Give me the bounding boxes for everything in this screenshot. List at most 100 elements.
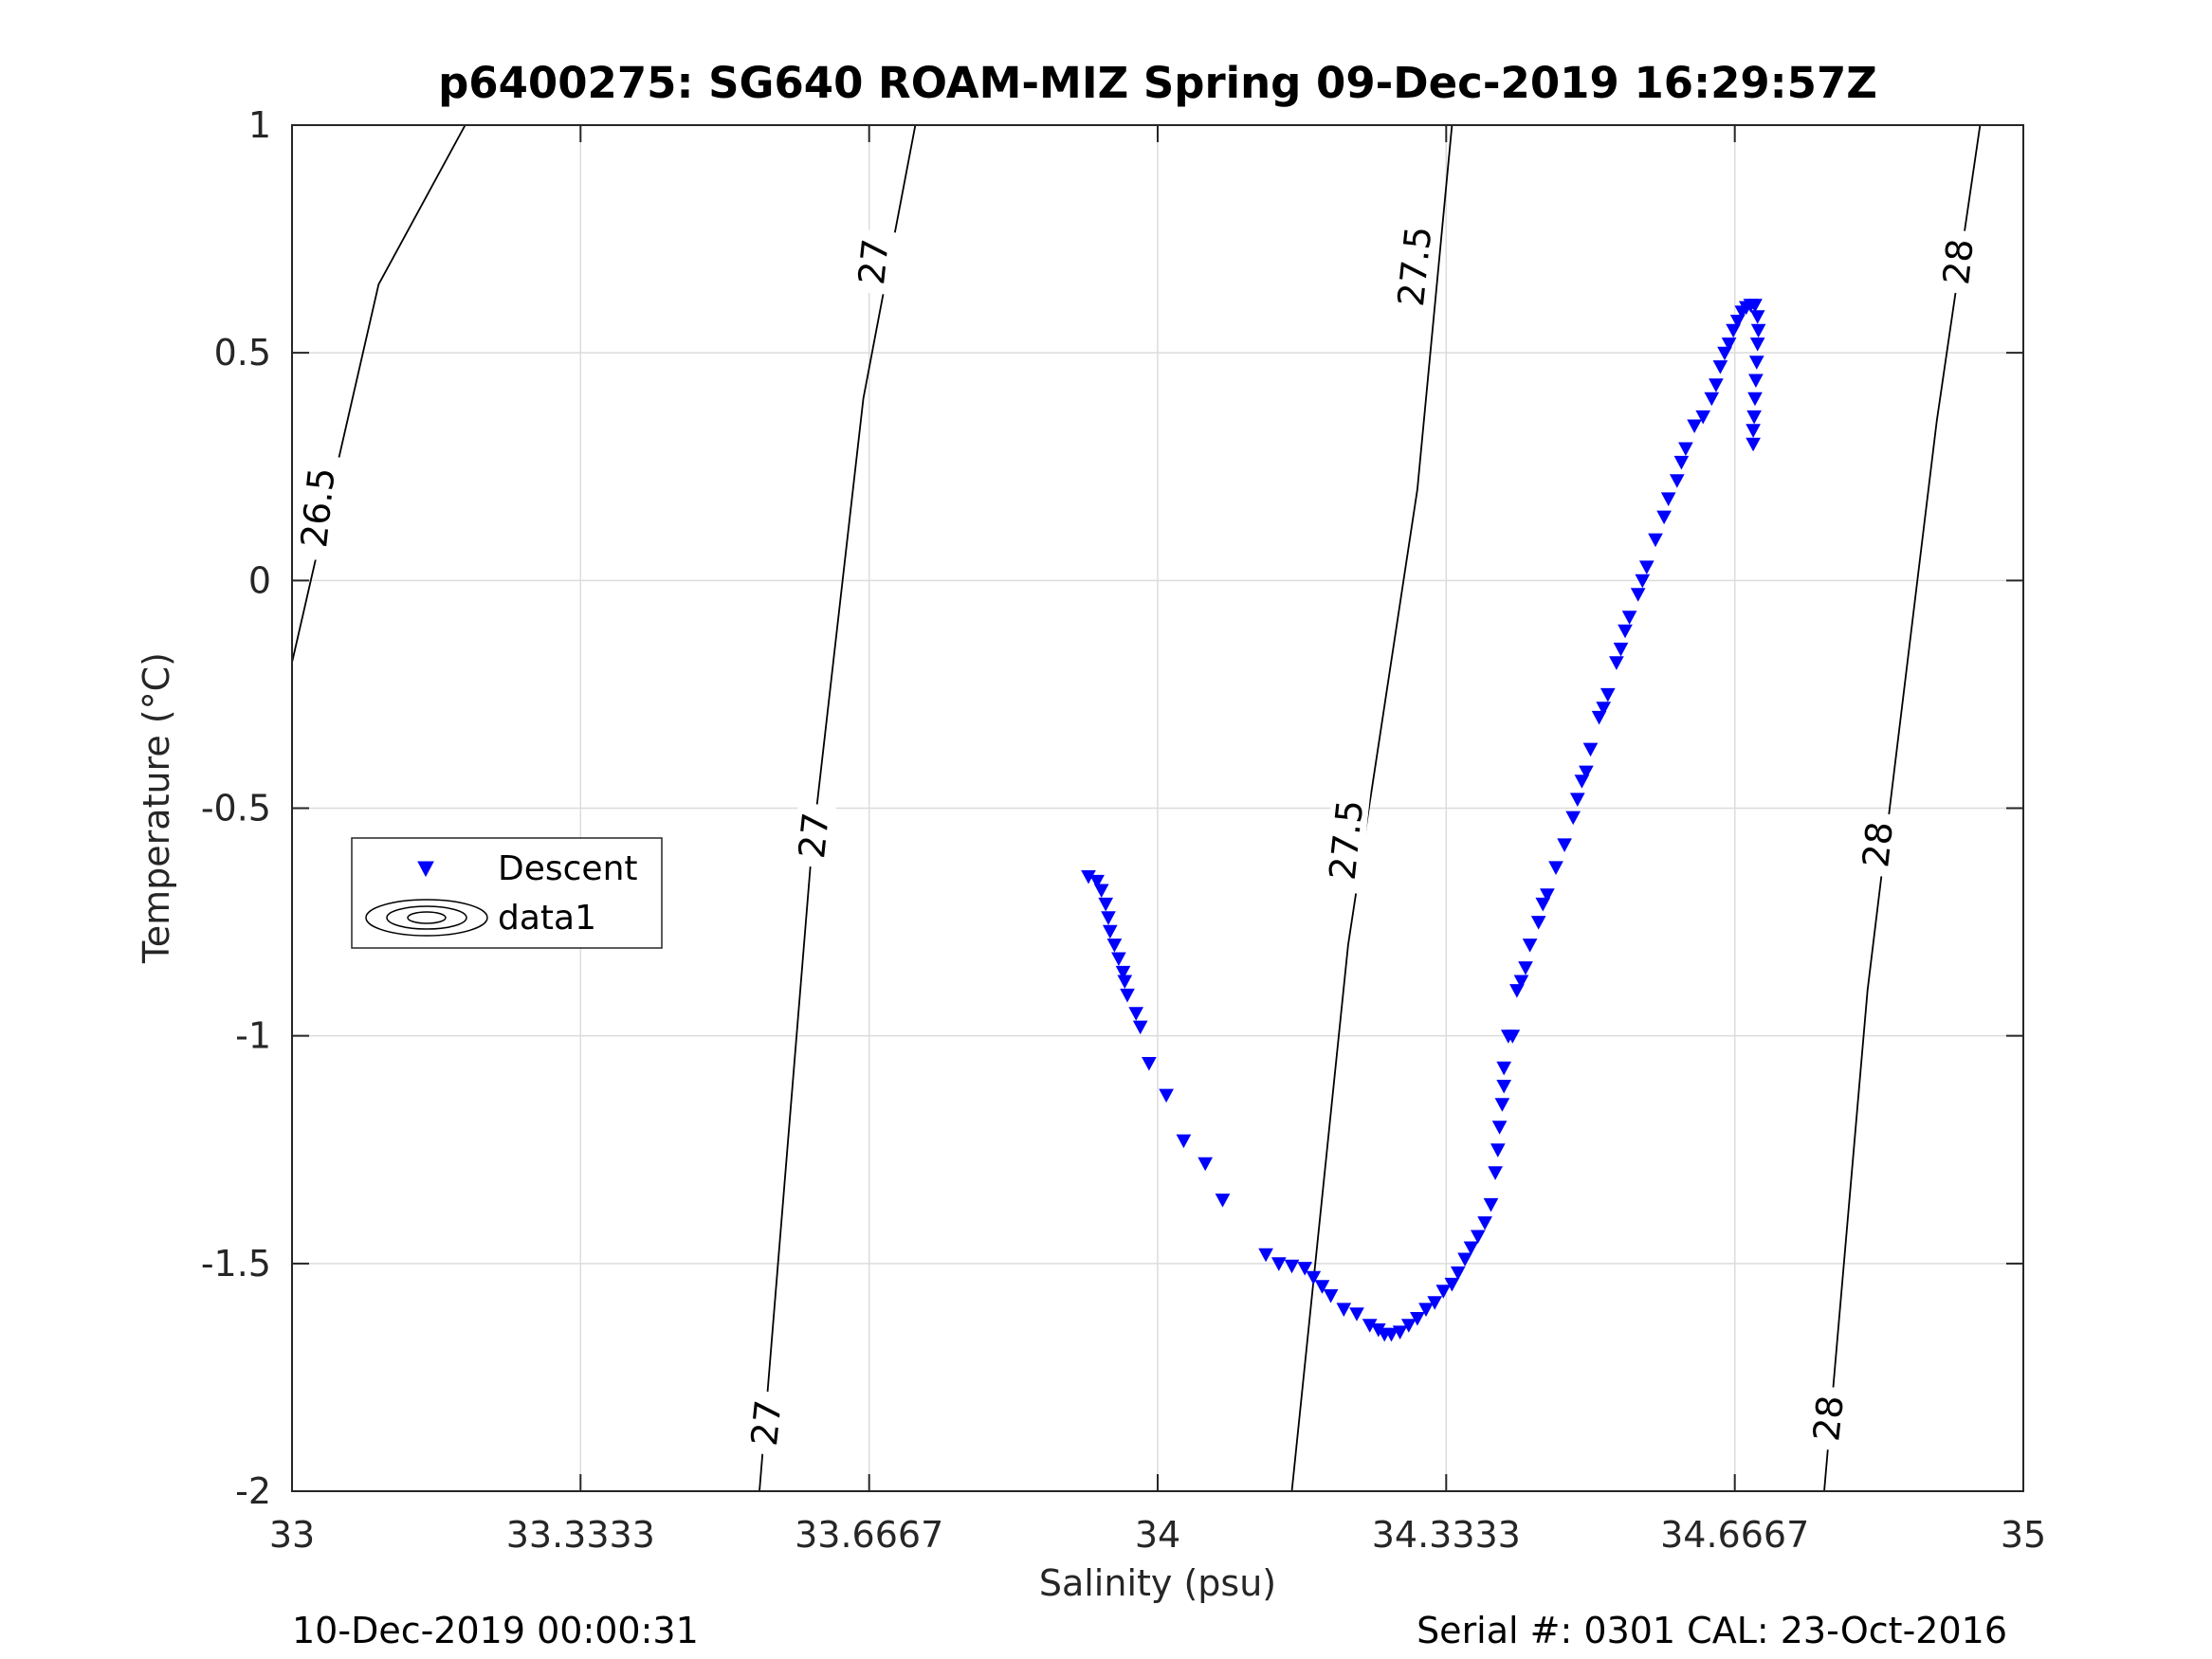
x-tick-label: 34.3333 xyxy=(1372,1514,1521,1556)
legend-data1-label: data1 xyxy=(498,899,596,938)
contour-label-text: 26.5 xyxy=(293,465,343,550)
descent-point xyxy=(1746,410,1762,425)
descent-point xyxy=(1748,374,1764,389)
y-tick-label: -1 xyxy=(235,1015,271,1057)
descent-point xyxy=(1678,442,1693,457)
contour-label-27: 27 xyxy=(791,802,837,869)
descent-point xyxy=(1450,1266,1466,1281)
footer-timestamp: 10-Dec-2019 00:00:31 xyxy=(292,1610,699,1651)
contour-label-text: 27 xyxy=(850,237,897,287)
y-tick-labels: -2 -1.5 -1 -0.5 0 0.5 1 xyxy=(201,104,271,1512)
descent-point xyxy=(1717,346,1732,361)
contour-label-text: 27.5 xyxy=(1322,798,1372,883)
descent-point xyxy=(1383,1327,1399,1342)
descent-point xyxy=(1709,378,1724,392)
y-tick-label: -2 xyxy=(235,1470,271,1512)
descent-point xyxy=(1579,765,1594,780)
descent-point xyxy=(1749,310,1765,324)
legend-contour-icon xyxy=(365,899,488,937)
contour-label-28: 28 xyxy=(1935,228,1982,296)
descent-point xyxy=(1513,975,1529,990)
contour-label-27: 27 xyxy=(850,228,897,296)
descent-point xyxy=(1142,1057,1157,1071)
contour-label-28: 28 xyxy=(1805,1385,1852,1452)
descent-point xyxy=(1115,965,1131,980)
descent-point xyxy=(1488,1166,1503,1180)
descent-point xyxy=(1258,1248,1273,1263)
descent-point xyxy=(1618,624,1633,639)
descent-point xyxy=(1548,861,1563,875)
descent-point xyxy=(1427,1296,1443,1310)
axis-ticks xyxy=(291,124,2024,1492)
descent-point xyxy=(1505,1030,1521,1044)
descent-point xyxy=(1726,323,1741,338)
contour-label-text: 27 xyxy=(743,1398,790,1449)
descent-point xyxy=(1410,1312,1425,1326)
descent-point xyxy=(1630,588,1646,602)
descent-point xyxy=(1687,419,1702,434)
contour-label-text: 28 xyxy=(1855,820,1901,870)
y-tick-label: 1 xyxy=(248,104,271,146)
descent-point xyxy=(1496,1080,1512,1094)
descent-point xyxy=(1522,939,1538,953)
descent-point xyxy=(1093,884,1109,899)
descent-point xyxy=(1271,1257,1287,1271)
descent-point xyxy=(1660,492,1676,506)
descent-point xyxy=(1297,1262,1313,1276)
contour-label-27.5: 27.5 xyxy=(1322,786,1372,894)
x-tick-label: 33 xyxy=(269,1514,315,1556)
descent-point xyxy=(1669,474,1685,488)
descent-point xyxy=(1457,1252,1472,1267)
descent-point xyxy=(1323,1289,1339,1304)
descent-point xyxy=(1750,323,1766,338)
descent-point xyxy=(1483,1197,1499,1212)
descent-point xyxy=(1596,702,1612,716)
descent-point xyxy=(1565,811,1581,826)
contour-label-text: 28 xyxy=(1805,1394,1852,1444)
descent-point xyxy=(1120,988,1135,1003)
contour-label-text: 27 xyxy=(791,811,837,861)
legend: Descent data1 xyxy=(351,837,663,949)
descent-point xyxy=(1089,874,1105,889)
contour-label-26.5: 26.5 xyxy=(293,453,343,562)
descent-point xyxy=(1704,392,1720,407)
descent-point xyxy=(1540,888,1555,902)
chart-title: p6400275: SG640 ROAM-MIZ Spring 09-Dec-2… xyxy=(438,58,1877,108)
x-tick-label: 34 xyxy=(1135,1514,1180,1556)
legend-descent-marker xyxy=(417,861,434,878)
x-tick-label: 34.6667 xyxy=(1660,1514,1809,1556)
contour-label-text: 27.5 xyxy=(1390,225,1440,309)
descent-point xyxy=(1314,1280,1330,1294)
descent-point xyxy=(1673,455,1690,470)
legend-descent-label: Descent xyxy=(498,849,638,888)
descent-point xyxy=(1695,410,1711,425)
descent-point xyxy=(1638,560,1654,574)
descent-point xyxy=(1102,924,1118,939)
descent-point xyxy=(1132,1020,1148,1035)
contour-label-28: 28 xyxy=(1855,811,1901,878)
density-contours: 26.5 27 27 27 27.5 27.5 28 28 28 xyxy=(292,125,1982,1491)
descent-point xyxy=(1159,1088,1174,1103)
descent-series xyxy=(1081,299,1766,1342)
contour-label-27.5: 27.5 xyxy=(1390,212,1440,320)
y-axis-label: Temperature (°C) xyxy=(136,652,177,964)
descent-point xyxy=(1101,911,1116,925)
descent-point xyxy=(1349,1307,1364,1322)
descent-point xyxy=(1621,611,1637,625)
x-tick-label: 33.3333 xyxy=(506,1514,655,1556)
descent-point xyxy=(1591,710,1607,725)
x-tick-label: 33.6667 xyxy=(795,1514,943,1556)
descent-point xyxy=(1117,975,1133,990)
descent-point xyxy=(1557,838,1572,852)
descent-point xyxy=(1747,392,1763,407)
descent-point xyxy=(1400,1319,1417,1333)
descent-point xyxy=(1284,1259,1300,1274)
descent-point xyxy=(1721,337,1737,352)
descent-point xyxy=(1747,299,1763,313)
x-tick-label: 35 xyxy=(2001,1514,2046,1556)
descent-point xyxy=(1530,916,1546,930)
y-tick-label: -1.5 xyxy=(201,1243,271,1285)
descent-point xyxy=(1729,315,1746,329)
descent-point xyxy=(1600,687,1616,702)
contour-27.5 xyxy=(1290,125,1453,1491)
